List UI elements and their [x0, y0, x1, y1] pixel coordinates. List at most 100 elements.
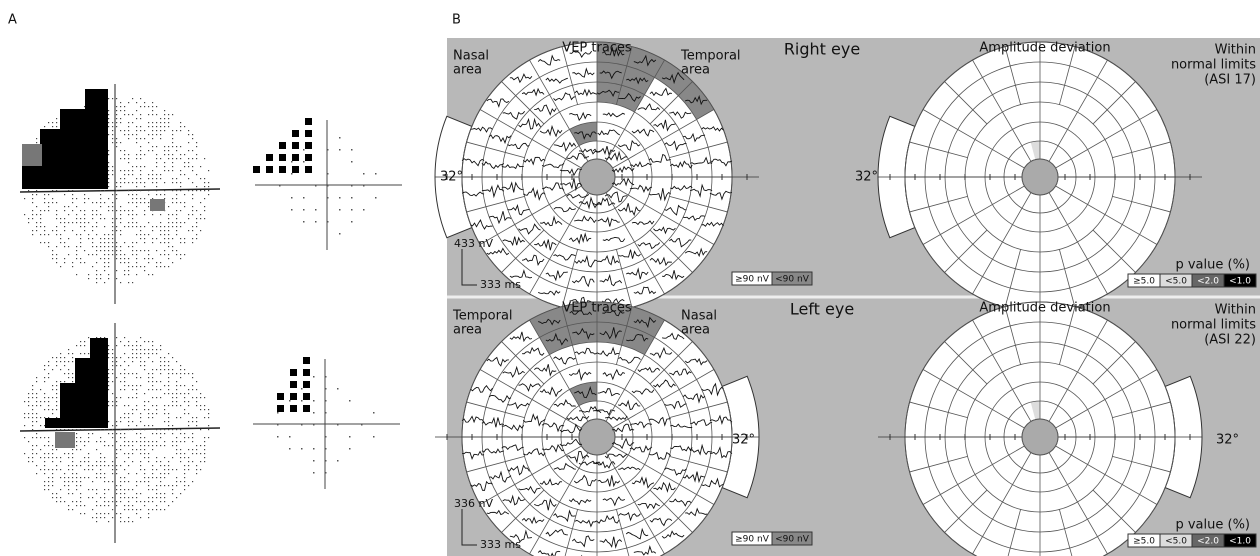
field-dot — [176, 449, 178, 451]
field-dot — [196, 158, 198, 160]
field-dot — [128, 226, 130, 228]
spoke — [1055, 185, 1158, 245]
spoke — [669, 456, 728, 473]
field-dot — [108, 238, 110, 240]
field-dot — [152, 178, 154, 180]
field-dot — [36, 465, 38, 467]
field-dot — [48, 242, 50, 244]
field-dot — [192, 373, 194, 375]
field-dot — [100, 513, 102, 515]
field-dot — [128, 210, 130, 212]
label: Nasal — [453, 49, 489, 64]
vep-trace — [669, 111, 692, 119]
field-dot — [132, 250, 134, 252]
field-dot — [112, 250, 114, 252]
field-dot — [277, 436, 279, 438]
field-dot — [176, 437, 178, 439]
field-dot — [64, 210, 66, 212]
vep-trace — [631, 388, 655, 395]
field-dot — [112, 445, 114, 447]
vep-trace — [682, 132, 706, 143]
field-dot — [140, 126, 142, 128]
field-dot — [132, 166, 134, 168]
field-dot — [148, 106, 150, 108]
field-dot — [68, 453, 70, 455]
field-dot — [144, 238, 146, 240]
field-dot — [140, 509, 142, 511]
field-dot — [56, 258, 58, 260]
field-dot — [124, 182, 126, 184]
field-dot — [136, 433, 138, 435]
field-dot — [76, 250, 78, 252]
field-dot — [116, 401, 118, 403]
field-dot — [52, 473, 54, 475]
field-dot — [112, 218, 114, 220]
field-dot — [112, 369, 114, 371]
field-dot — [56, 429, 58, 431]
field-dot — [188, 166, 190, 168]
spoke — [561, 306, 578, 365]
field-dot — [108, 445, 110, 447]
field-dot — [32, 230, 34, 232]
field-dot — [96, 473, 98, 475]
field-dot — [339, 197, 341, 199]
field-dot — [92, 429, 94, 431]
field-dot — [88, 469, 90, 471]
field-dot — [351, 185, 353, 187]
field-dot — [124, 405, 126, 407]
field-dot — [184, 441, 186, 443]
field-dot — [72, 262, 74, 264]
vep-trace — [653, 119, 676, 132]
field-dot — [136, 397, 138, 399]
field-dot — [196, 449, 198, 451]
field-dot — [140, 174, 142, 176]
field-dot — [32, 210, 34, 212]
field-dot — [172, 262, 174, 264]
field-dot — [88, 453, 90, 455]
spoke — [909, 141, 968, 158]
field-dot — [76, 473, 78, 475]
field-dot — [128, 134, 130, 136]
field-dot — [140, 234, 142, 236]
defect-square — [303, 381, 310, 388]
field-dot — [144, 258, 146, 260]
field-dot — [172, 138, 174, 140]
field-dot — [152, 106, 154, 108]
spoke — [1112, 456, 1171, 473]
field-dot — [48, 489, 50, 491]
vep-trace — [597, 129, 621, 136]
label: 333 ms — [480, 538, 521, 551]
field-dot — [132, 222, 134, 224]
field-dot — [116, 397, 118, 399]
vep-trace — [522, 156, 546, 166]
spoke — [612, 109, 715, 169]
field-dot — [120, 521, 122, 523]
field-dot — [100, 218, 102, 220]
field-dot — [96, 517, 98, 519]
center-disc — [1021, 158, 1059, 196]
field-dot — [160, 118, 162, 120]
field-dot — [180, 202, 182, 204]
field-dot — [152, 381, 154, 383]
field-dot — [120, 230, 122, 232]
field-dot — [84, 194, 86, 196]
vep-trace — [670, 445, 693, 452]
field-dot — [148, 250, 150, 252]
field-dot — [56, 226, 58, 228]
field-dot — [88, 433, 90, 435]
field-dot — [200, 178, 202, 180]
field-dot — [144, 234, 146, 236]
field-dot — [148, 501, 150, 503]
vep-trace — [602, 368, 626, 381]
field-dot — [76, 206, 78, 208]
field-dot — [116, 493, 118, 495]
field-dot — [168, 381, 170, 383]
field-dot — [48, 481, 50, 483]
field-dot — [168, 222, 170, 224]
field-dot — [160, 437, 162, 439]
field-dot — [164, 122, 166, 124]
field-dot — [164, 226, 166, 228]
field-dot — [100, 337, 102, 339]
field-dot — [80, 501, 82, 503]
field-dot — [76, 274, 78, 276]
